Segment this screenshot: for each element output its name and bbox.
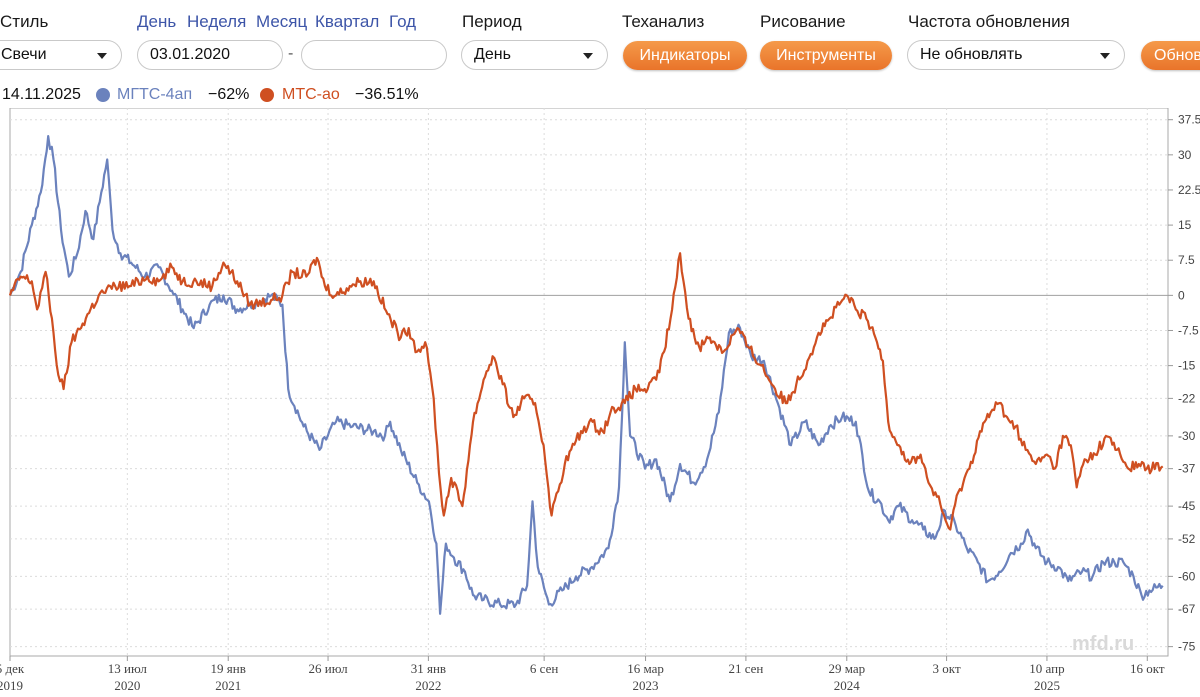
x-tick-label: 5 дек — [0, 661, 25, 676]
x-tick-year-label: 2020 — [114, 678, 140, 693]
y-tick-label: -75 — [1178, 640, 1196, 654]
chart-grid — [10, 108, 1168, 656]
y-tick-label: 0 — [1178, 288, 1185, 302]
x-axis: 5 дек 2019 13 июл 2020 19 янв 2021 26 июл 31 ян… — [0, 656, 1165, 693]
x-tick-label: 19 янв — [211, 661, 246, 676]
x-tick-year-label: 2024 — [834, 678, 861, 693]
drawing-label: Рисование — [760, 12, 846, 31]
style-select[interactable]: Свечи — [0, 40, 122, 70]
period-label: Период — [462, 12, 522, 31]
y-axis: 37.5 30 22.5 15 7.5 0 -7.5 -15 -22 -30 -37 -45 -52 -6… — [1168, 113, 1200, 654]
x-tick-year-label: 2023 — [633, 678, 659, 693]
x-tick-label: 26 июл — [308, 661, 348, 676]
y-tick-label: 37.5 — [1178, 113, 1200, 127]
y-tick-label: -67 — [1178, 602, 1196, 616]
legend-series-mgts: МГТС-4ап — [117, 86, 193, 103]
y-tick-label: 7.5 — [1178, 253, 1195, 267]
period-select-value: День — [474, 46, 511, 63]
x-tick-year-label: 2021 — [215, 678, 241, 693]
series-line-mgts — [8, 135, 1164, 615]
y-tick-label: -60 — [1178, 569, 1196, 583]
x-tick-label: 16 мар — [627, 661, 664, 676]
y-tick-label: -45 — [1178, 499, 1196, 513]
y-tick-label: -37 — [1178, 462, 1196, 476]
legend-date: 14.11.2025 — [2, 86, 81, 103]
chevron-down-icon — [1100, 53, 1110, 59]
y-tick-label: -15 — [1178, 359, 1196, 373]
x-tick-year-label: 2025 — [1034, 678, 1060, 693]
y-tick-label: -7.5 — [1178, 323, 1199, 337]
legend-dot-mgts — [96, 88, 110, 102]
legend-change-mts: −36.51% — [355, 86, 419, 103]
period-day-link[interactable]: День — [137, 12, 177, 31]
period-week-link[interactable]: Неделя — [187, 12, 247, 31]
chevron-down-icon — [583, 53, 593, 59]
x-tick-label: 10 апр — [1029, 661, 1064, 676]
refresh-rate-label: Частота обновления — [908, 12, 1070, 31]
y-tick-label: 15 — [1178, 218, 1192, 232]
chart-series-layer — [8, 135, 1164, 615]
x-tick-label: 21 сен — [728, 661, 763, 676]
x-tick-label: 29 мар — [828, 661, 865, 676]
style-select-value: Свечи — [1, 46, 47, 63]
y-tick-label: 30 — [1178, 148, 1192, 162]
y-tick-label: -30 — [1178, 429, 1196, 443]
y-tick-label: -22 — [1178, 391, 1196, 405]
technical-analysis-label: Теханализ — [622, 12, 705, 31]
date-range-separator: - — [288, 45, 294, 62]
watermark-mfd: mfd.ru — [1072, 633, 1134, 655]
legend-dot-mts — [260, 88, 274, 102]
x-tick-label: 3 окт — [933, 661, 961, 676]
x-tick-label: 13 июл — [108, 661, 148, 676]
y-tick-label: -52 — [1178, 532, 1196, 546]
period-month-link[interactable]: Месяц — [256, 12, 308, 31]
x-tick-year-label: 2022 — [415, 678, 441, 693]
refresh-rate-value: Не обновлять — [920, 46, 1023, 63]
period-year-link[interactable]: Год — [389, 12, 417, 31]
series-line-mts — [8, 252, 1164, 531]
x-tick-label: 31 янв — [411, 661, 446, 676]
chevron-down-icon — [97, 53, 107, 59]
y-tick-label: 22.5 — [1178, 183, 1200, 197]
refresh-button[interactable]: Обнов — [1141, 41, 1200, 70]
style-label: Стиль — [0, 12, 49, 31]
x-tick-label: 6 сен — [530, 661, 558, 676]
period-quarter-link[interactable]: Квартал — [315, 12, 380, 31]
date-to-input[interactable] — [301, 40, 447, 70]
legend-series-mts: МТС-ао — [282, 86, 340, 103]
date-from-input[interactable]: 03.01.2020 — [137, 40, 283, 70]
x-tick-label: 16 окт — [1130, 661, 1165, 676]
legend-change-mgts: −62% — [208, 86, 250, 103]
plot-area-frame — [9, 108, 1169, 657]
comparison-line-chart[interactable]: 37.5 30 22.5 15 7.5 0 -7.5 -15 -22 -30 -37 -45 -52 -6… — [0, 108, 1200, 697]
period-select[interactable]: День — [461, 40, 608, 70]
x-tick-year-label: 2019 — [0, 678, 23, 693]
tools-button[interactable]: Инструменты — [760, 41, 892, 70]
refresh-rate-select[interactable]: Не обновлять — [907, 40, 1125, 70]
indicators-button[interactable]: Индикаторы — [623, 41, 747, 70]
